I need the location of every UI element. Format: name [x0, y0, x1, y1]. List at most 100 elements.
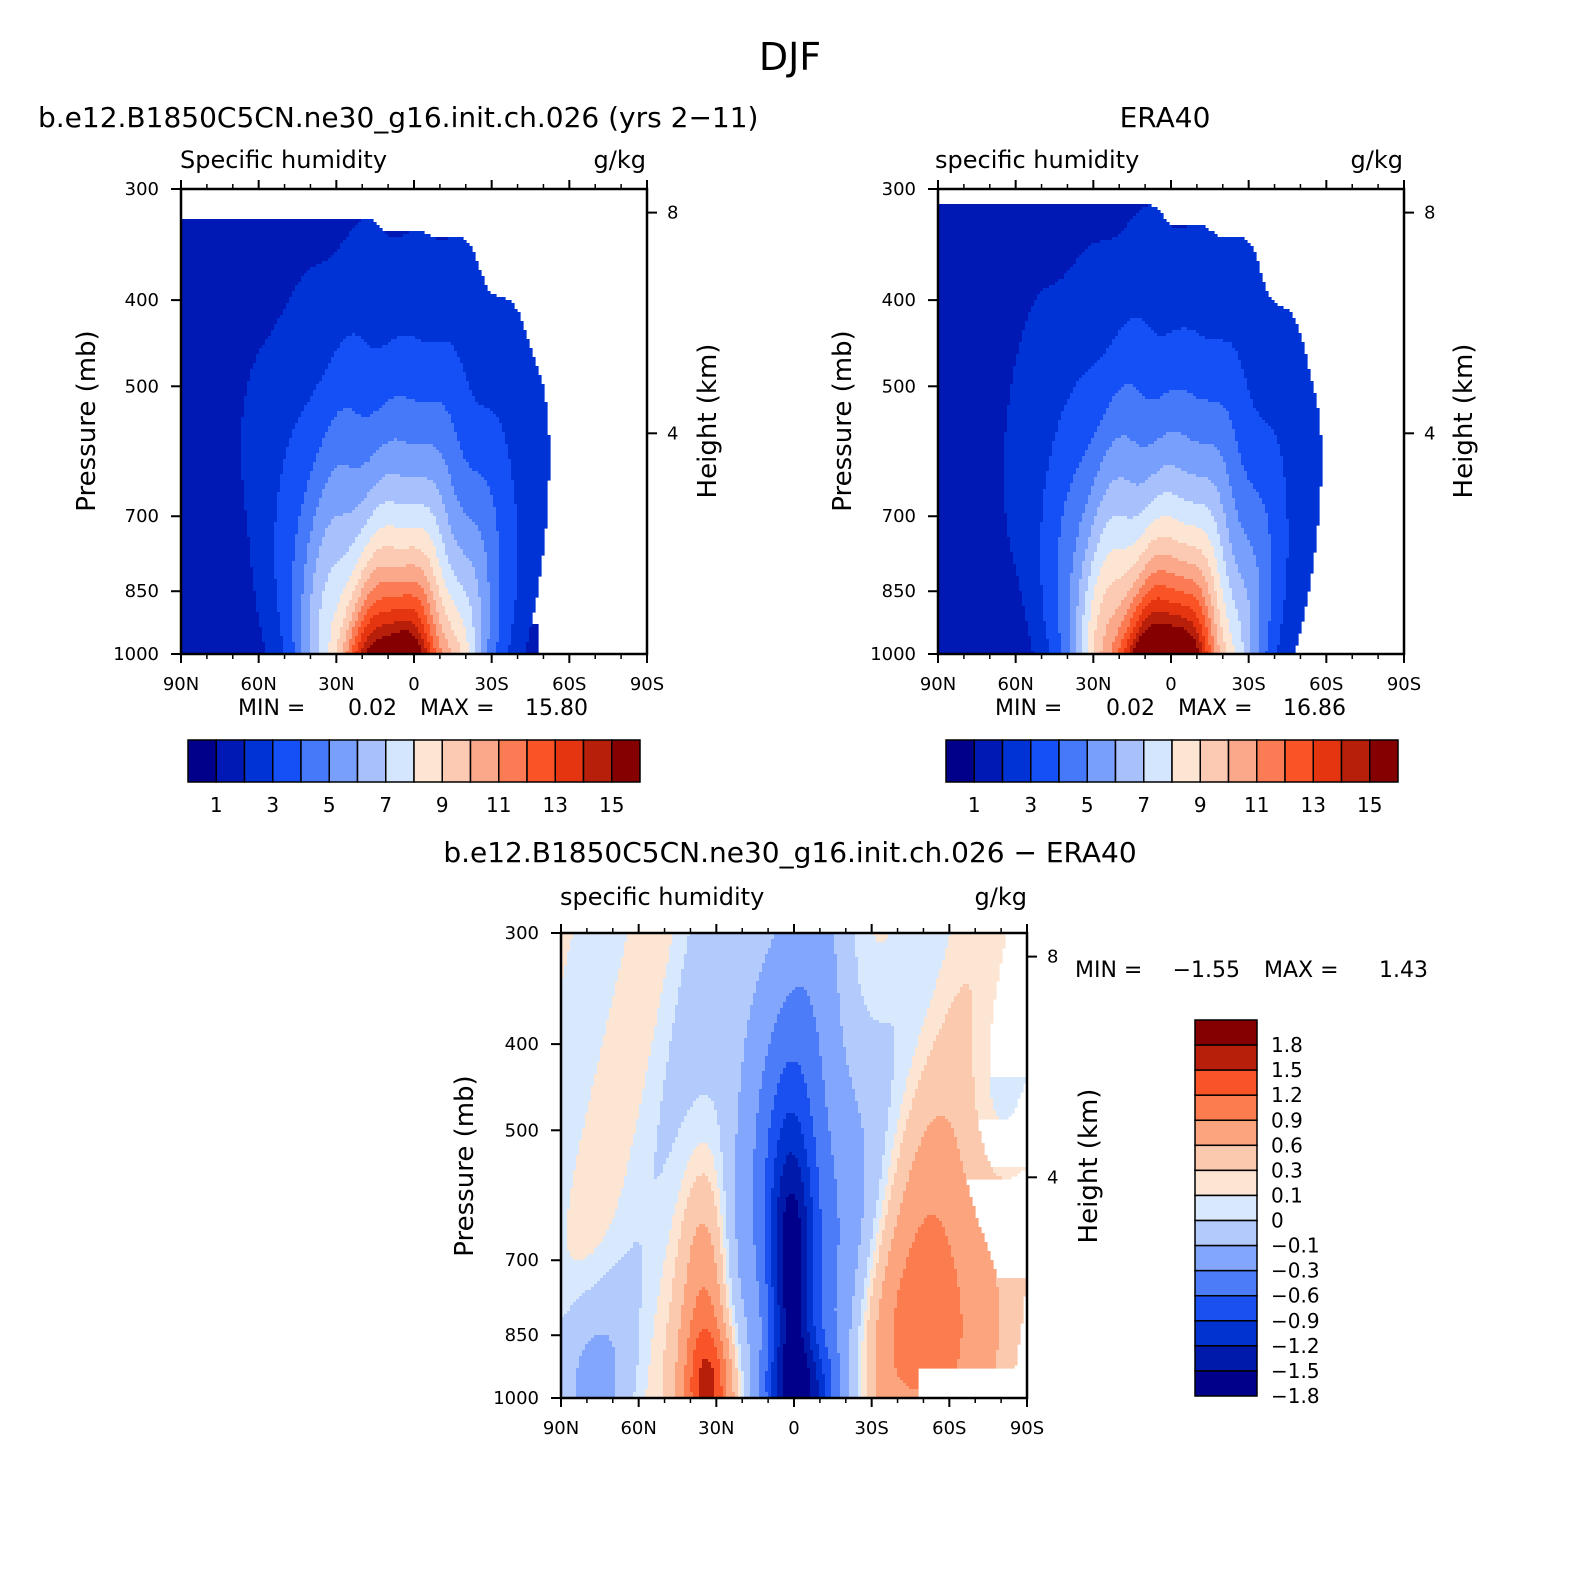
contour-cell — [1085, 372, 1245, 376]
contour-cell — [1199, 567, 1212, 571]
contour-cell — [900, 1155, 916, 1159]
contour-cell — [735, 1203, 754, 1207]
contour-cell — [669, 1041, 745, 1045]
contour-cell — [475, 636, 482, 640]
contour-cell — [810, 1194, 820, 1198]
contour-cell — [1088, 246, 1254, 250]
contour-cell — [361, 648, 368, 652]
contour-cell — [885, 1188, 892, 1192]
contour-cell — [801, 1242, 808, 1246]
contour-cell — [615, 1215, 673, 1219]
contour-cell — [765, 1236, 772, 1240]
contour-cell — [666, 1161, 688, 1165]
contour-cell — [753, 1209, 766, 1213]
contour-cell — [496, 642, 512, 646]
contour-cell — [1178, 540, 1212, 544]
contour-cell — [1259, 411, 1320, 415]
contour-cell — [1259, 591, 1272, 595]
contour-cell — [1145, 606, 1191, 610]
contour-cell — [735, 1212, 754, 1216]
contour-cell — [1070, 639, 1077, 643]
contour-cell — [1208, 615, 1215, 619]
contour-cell — [813, 1122, 829, 1126]
contour-cell — [1244, 369, 1311, 373]
contour-cell — [1025, 618, 1044, 622]
contour-cell — [561, 1080, 595, 1084]
contour-cell — [1073, 480, 1095, 484]
contour-cell — [846, 1056, 895, 1060]
contour-cell — [433, 540, 443, 544]
contour-cell — [481, 606, 491, 610]
contour-cell — [819, 1200, 838, 1204]
contour-cell — [975, 1098, 994, 1102]
contour-cell — [771, 1224, 778, 1228]
contour-cell — [921, 1029, 940, 1033]
contour-cell — [439, 639, 449, 643]
contour-cell — [777, 1227, 784, 1231]
contour-cell — [708, 1143, 721, 1147]
contour-cell — [663, 1167, 688, 1171]
contour-cell — [1214, 585, 1221, 589]
contour-cell — [370, 345, 383, 349]
contour-cell — [322, 492, 368, 496]
contour-cell — [894, 1146, 901, 1150]
contour-cell — [828, 1110, 859, 1114]
contour-cell — [439, 585, 446, 589]
contour-cell — [1043, 603, 1059, 607]
contour-cell — [939, 1029, 973, 1033]
contour-cell — [840, 1023, 892, 1027]
contour-cell — [1088, 645, 1095, 649]
contour-cell — [840, 1008, 868, 1012]
contour-cell — [765, 1158, 775, 1162]
contour-cell — [475, 399, 545, 403]
contour-cell — [433, 567, 443, 571]
contour-cell — [1244, 372, 1311, 376]
contour-cell — [938, 432, 1005, 436]
contour-cell — [1205, 555, 1215, 559]
contour-cell — [349, 603, 356, 607]
contour-cell — [828, 1113, 862, 1117]
contour-cell — [490, 588, 500, 592]
contour-cell — [1223, 591, 1233, 595]
contour-cell — [490, 618, 500, 622]
colorbar-swatch — [385, 739, 415, 783]
contour-cell — [1214, 642, 1218, 646]
contour-cell — [672, 1143, 700, 1147]
contour-cell — [663, 1164, 688, 1168]
y-tick-label: 300 — [882, 179, 916, 200]
contour-cell — [936, 978, 1000, 982]
contour-cell — [915, 1095, 976, 1099]
contour-cell — [1193, 501, 1221, 505]
contour-cell — [1148, 546, 1197, 550]
contour-cell — [621, 960, 670, 964]
contour-cell — [756, 1257, 766, 1261]
contour-cell — [322, 441, 389, 445]
contour-cell — [561, 1074, 595, 1078]
contour-cell — [310, 636, 320, 640]
contour-cell — [253, 579, 278, 583]
contour-cell — [696, 1176, 709, 1180]
contour-cell — [585, 1116, 640, 1120]
contour-cell — [594, 1074, 646, 1078]
contour-cell — [1040, 540, 1059, 544]
contour-cell — [490, 615, 500, 619]
contour-cell — [822, 1065, 850, 1069]
contour-cell — [684, 1116, 718, 1120]
contour-cell — [801, 1236, 808, 1240]
contour-cell — [1085, 507, 1098, 511]
contour-cell — [478, 588, 491, 592]
contour-cell — [573, 936, 628, 940]
contour-cell — [657, 1020, 676, 1024]
contour-cell — [837, 990, 862, 994]
contour-cell — [759, 1098, 775, 1102]
contour-cell — [1058, 555, 1074, 559]
contour-cell — [882, 1155, 892, 1159]
contour-cell — [807, 1095, 826, 1099]
contour-cell — [301, 606, 311, 610]
contour-cell — [1271, 543, 1290, 547]
contour-cell — [819, 1035, 844, 1039]
contour-cell — [783, 1236, 802, 1240]
contour-cell — [1190, 438, 1236, 442]
contour-cell — [301, 615, 311, 619]
contour-cell — [978, 1110, 997, 1114]
